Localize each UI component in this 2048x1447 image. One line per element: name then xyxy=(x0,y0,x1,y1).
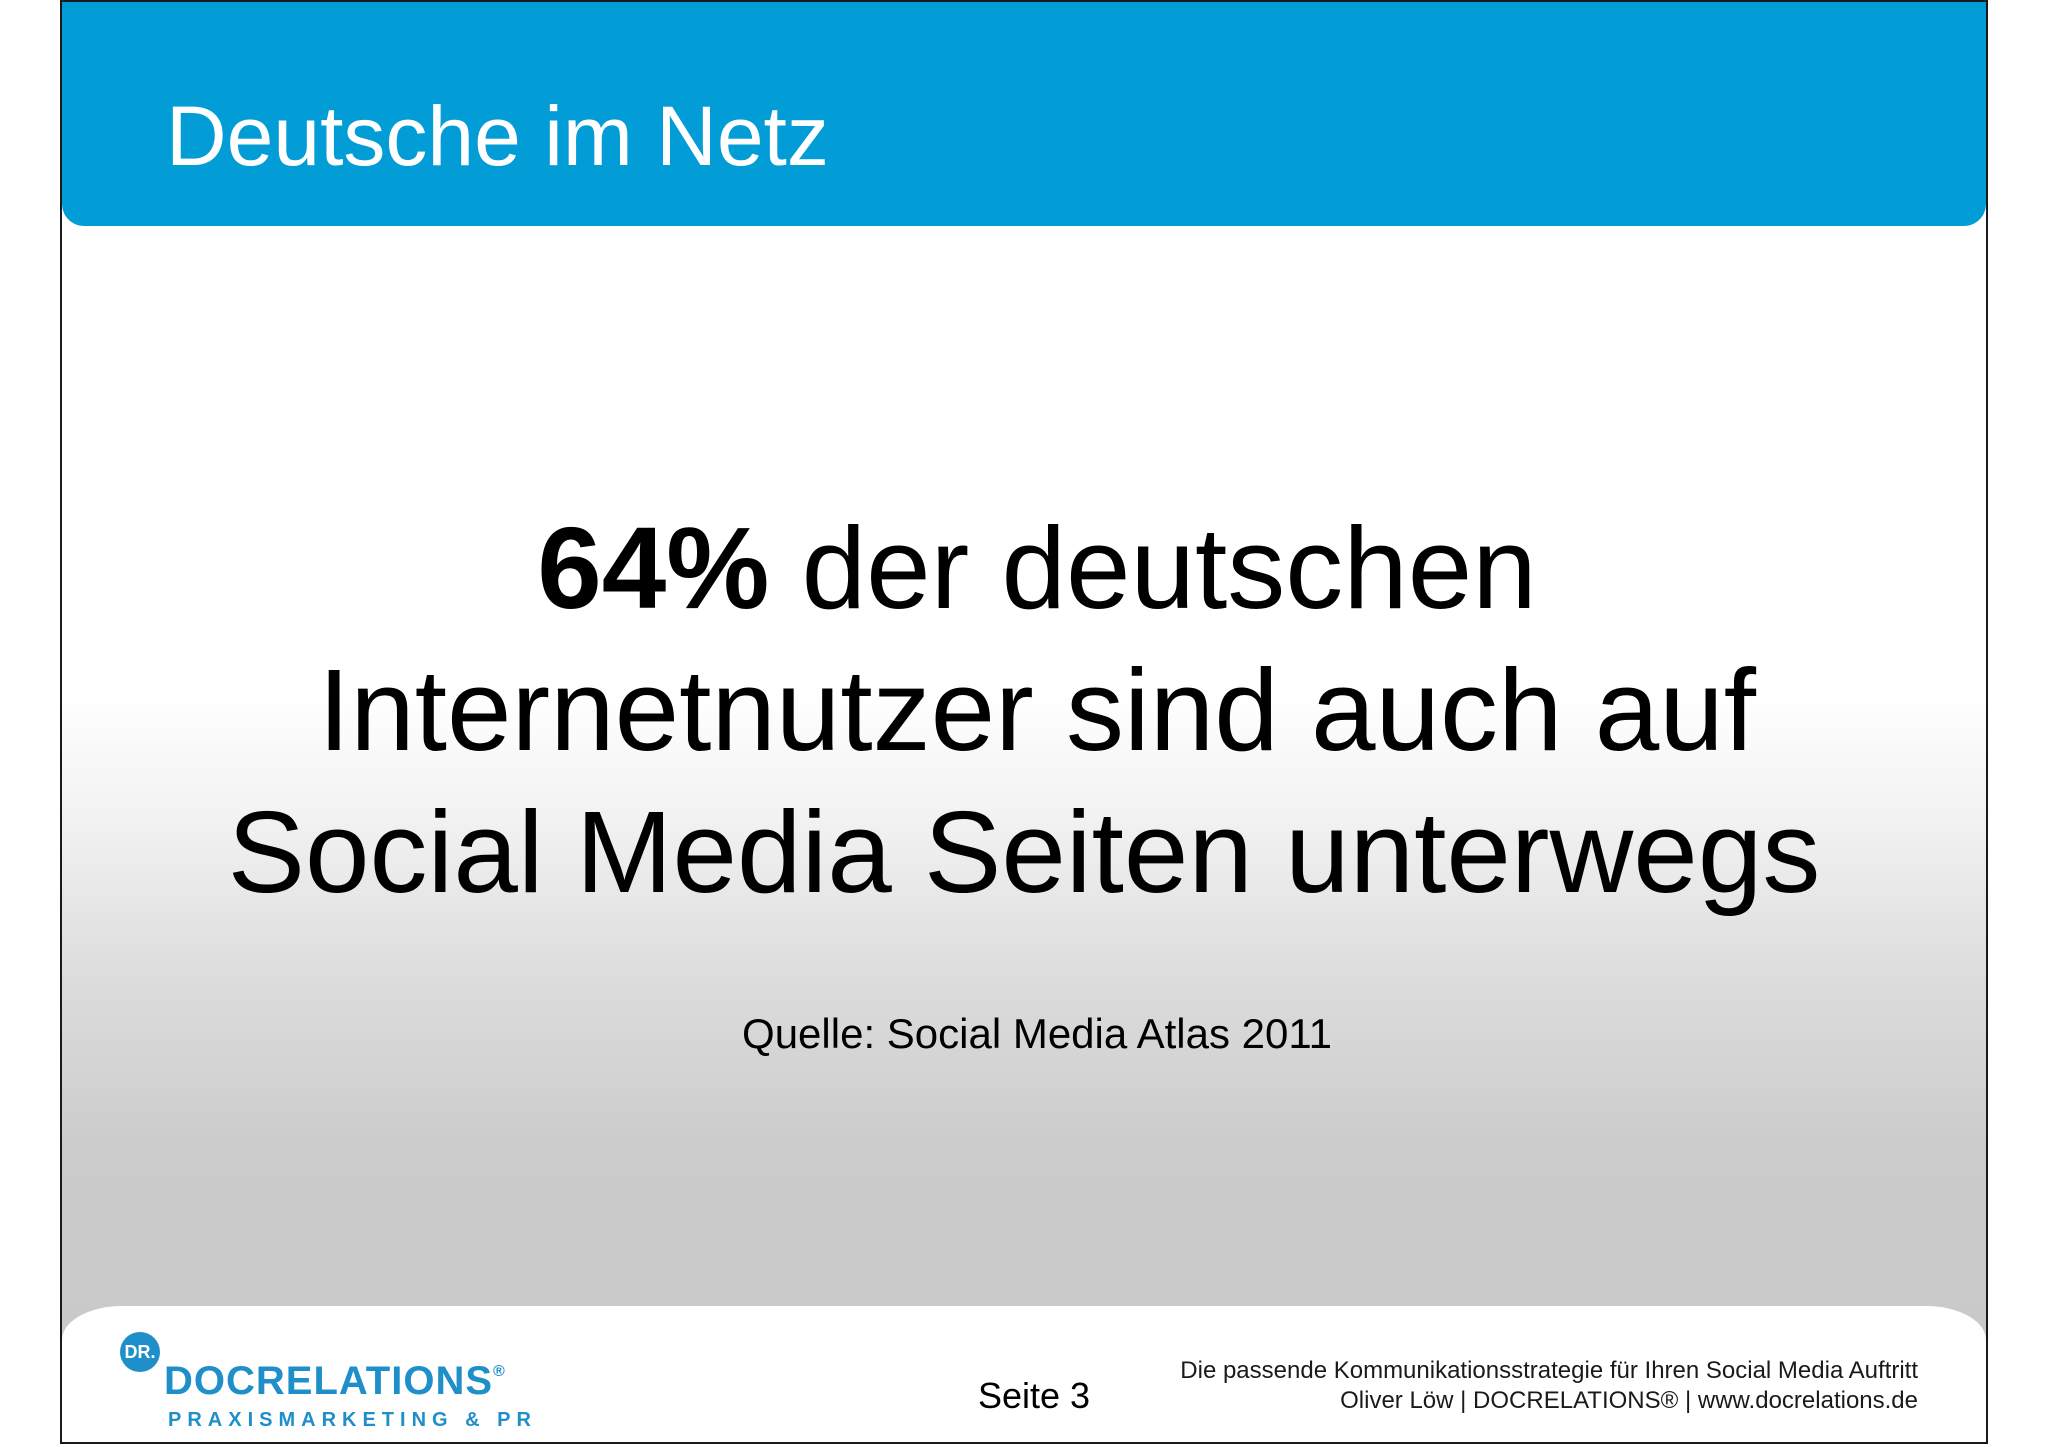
logo-dr-mark: DR. xyxy=(120,1332,160,1372)
statement-line-3: Social Media Seiten unterwegs xyxy=(227,787,1821,917)
statement-line-1: 64% der deutschen xyxy=(62,497,1986,639)
title-bar: Deutsche im Netz xyxy=(62,2,1986,226)
logo-subtitle: PRAXISMARKETING & PR xyxy=(168,1409,537,1431)
footer: DR. DOCRELATIONS® PRAXISMARKETING & PR S… xyxy=(62,1306,1986,1442)
footer-tagline: Die passende Kommunikationsstrategie für… xyxy=(1180,1357,1918,1384)
slide-title: Deutsche im Netz xyxy=(166,89,829,183)
source-note: Quelle: Social Media Atlas 2011 xyxy=(742,1010,1332,1057)
footer-credits: Die passende Kommunikationsstrategie für… xyxy=(1180,1356,1918,1416)
statement-line-1-rest: der deutschen xyxy=(769,503,1537,633)
main-statement: 64% der deutschen Internetnutzer sind au… xyxy=(62,497,1986,923)
slide: Deutsche im Netz 64% der deutschen Inter… xyxy=(60,0,1988,1444)
docrelations-logo: DR. DOCRELATIONS® PRAXISMARKETING & PR xyxy=(120,1332,540,1432)
footer-author-line: Oliver Löw | DOCRELATIONS® | www.docrela… xyxy=(1340,1387,1918,1414)
statement-line-2: Internetnutzer sind auch auf xyxy=(317,645,1757,775)
logo-name-text: DOCRELATIONS xyxy=(164,1359,494,1403)
logo-registered-mark: ® xyxy=(493,1363,506,1380)
statement-percent: 64% xyxy=(537,503,770,633)
page-number: Seite 3 xyxy=(978,1375,1091,1416)
logo-name: DOCRELATIONS® xyxy=(164,1358,506,1404)
